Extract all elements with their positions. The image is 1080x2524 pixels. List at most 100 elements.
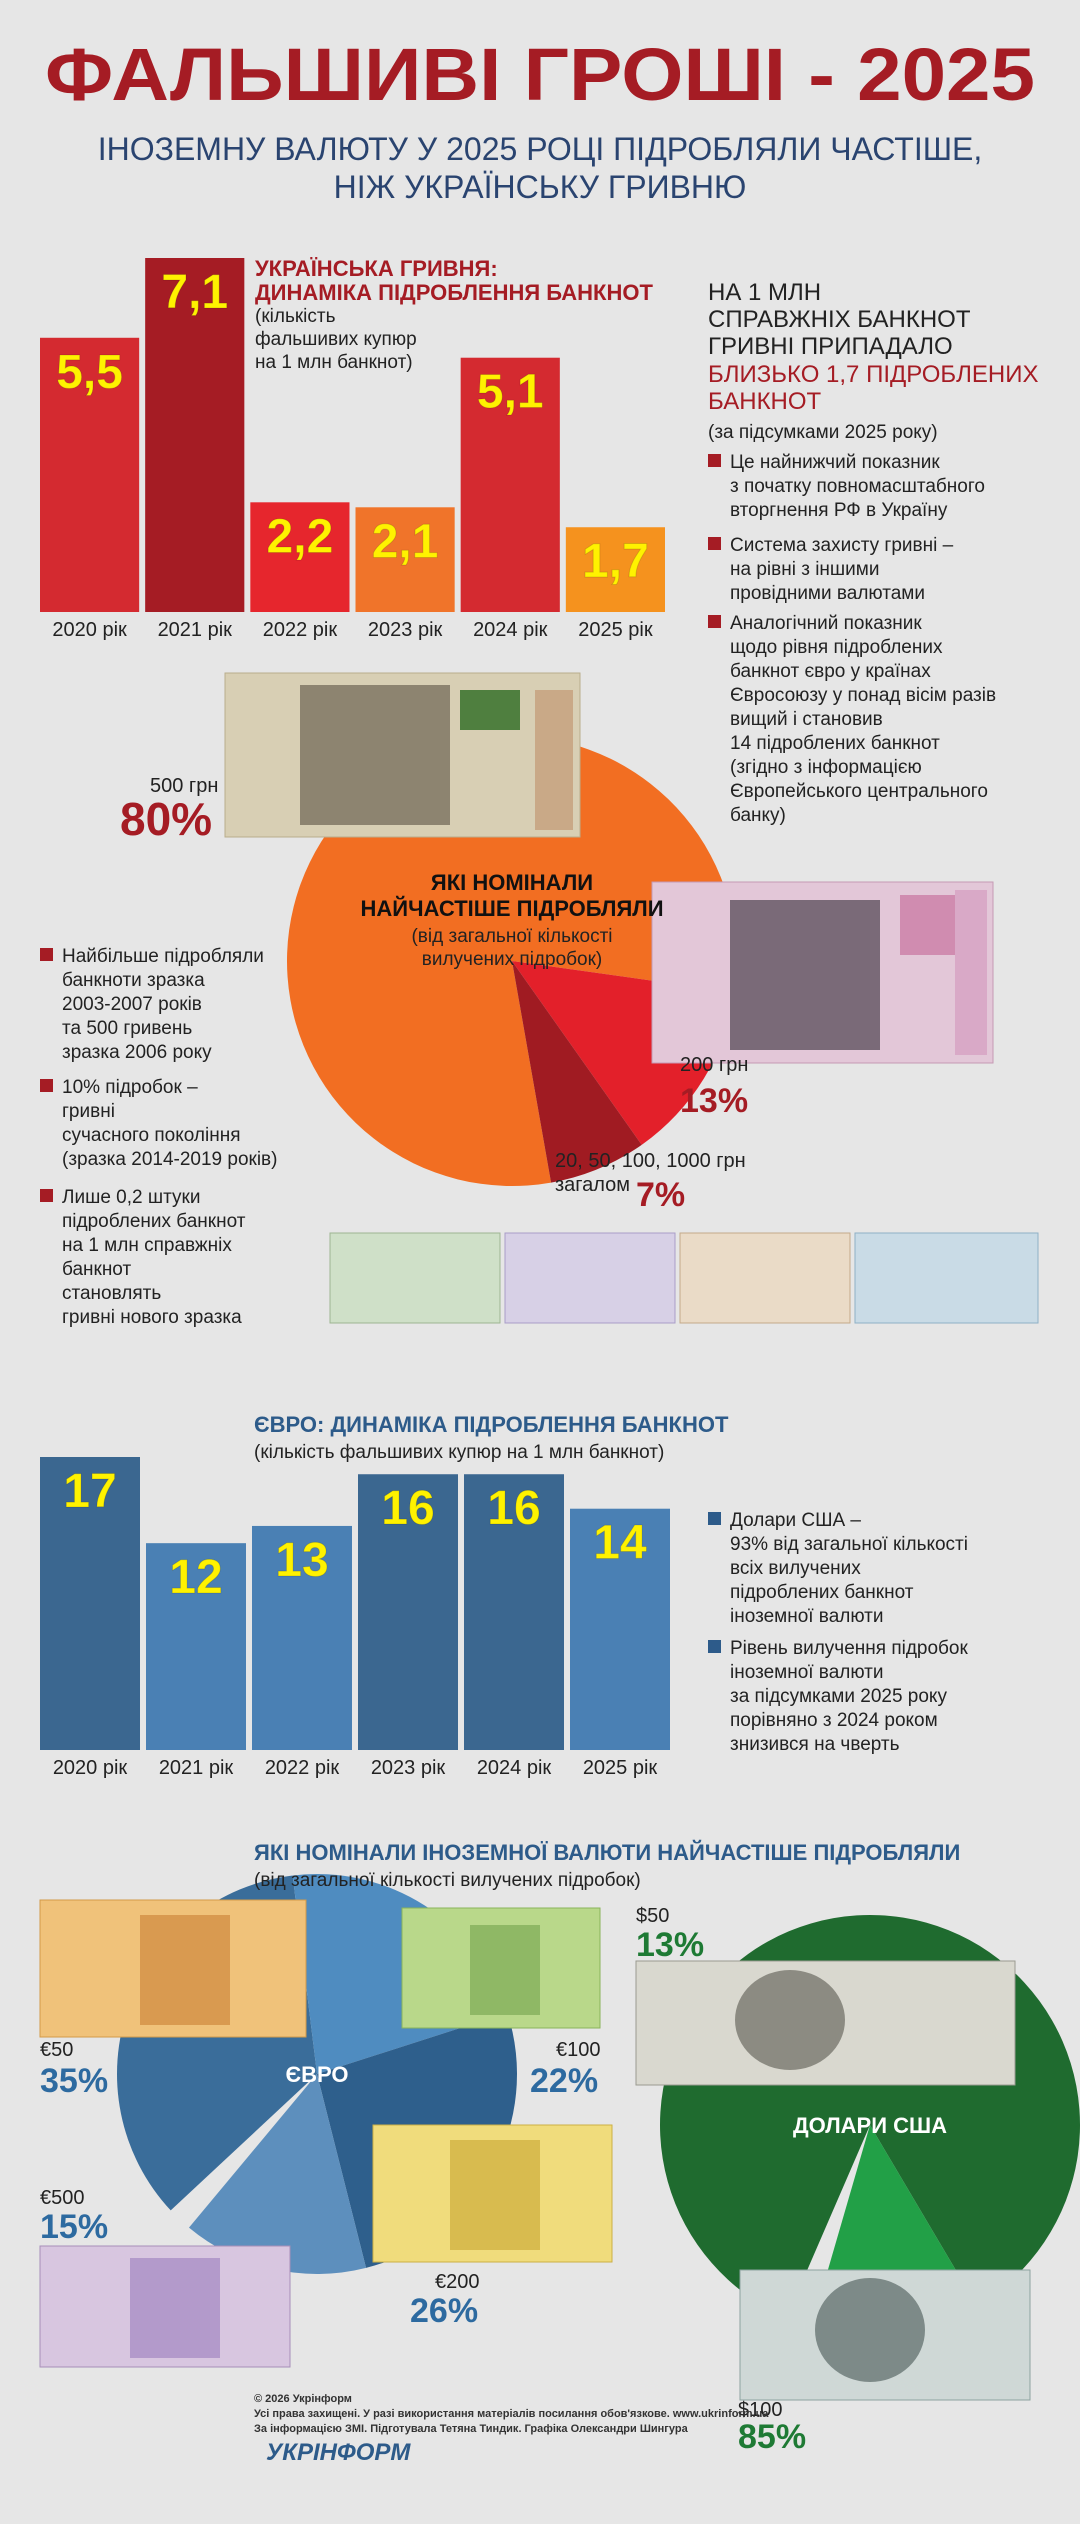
summary-text: НА 1 МЛН — [708, 279, 821, 306]
fact-text: банкнот євро у країнах — [730, 661, 931, 682]
fact-text: Долари США – — [730, 1510, 861, 1531]
slice-value-label: 35% — [40, 2062, 108, 2100]
footer-logo: УКРІНФОРМ — [266, 2439, 411, 2466]
x-tick-label: 2023 рік — [368, 619, 443, 641]
chart-title: УКРАЇНСЬКА ГРИВНЯ: — [255, 256, 498, 281]
banknotes-small — [329, 1232, 1039, 1324]
bar-value-label: 12 — [169, 1551, 222, 1604]
slice-label: $100 — [738, 2399, 783, 2421]
fact-text: Європейського центрального — [730, 781, 988, 802]
pie-center-label: ЄВРО — [285, 2062, 348, 2087]
slice-value-label: 85% — [738, 2418, 806, 2456]
slice-value-label: 22% — [530, 2062, 598, 2100]
x-tick-label: 2025 рік — [583, 1757, 658, 1779]
summary-text: СПРАВЖНІХ БАНКНОТ — [708, 306, 971, 333]
fact-text: вищий і становив — [730, 709, 883, 730]
banknote-200-eur — [372, 2124, 613, 2263]
x-tick-label: 2024 рік — [477, 1757, 552, 1779]
bar-value-label: 2,2 — [267, 510, 334, 563]
page-subtitle: НІЖ УКРАЇНСЬКУ ГРИВНЮ — [334, 169, 747, 205]
chart-title: ЯКІ НОМІНАЛИ — [431, 870, 593, 895]
bar-value-label: 17 — [63, 1465, 116, 1518]
x-tick-label: 2023 рік — [371, 1757, 446, 1779]
bullet-square — [40, 948, 53, 961]
fact-text: сучасного покоління — [62, 1125, 241, 1146]
slice-label: €50 — [40, 2039, 73, 2061]
slice-value-label: 7% — [636, 1176, 685, 1214]
slice-label: 200 грн — [680, 1054, 748, 1076]
fact-text: (згідно з інформацією — [730, 757, 922, 778]
summary-note: (за підсумками 2025 року) — [708, 422, 938, 443]
bullet-square — [708, 1640, 721, 1653]
pie-slice — [188, 2074, 367, 2275]
page-title: ФАЛЬШИВІ ГРОШІ - 2025 — [45, 33, 1035, 116]
x-tick-label: 2021 рік — [158, 619, 233, 641]
pie-center-label: ДОЛАРИ США — [793, 2113, 947, 2138]
pie-slice — [512, 961, 642, 1183]
bar-value-label: 7,1 — [161, 266, 228, 319]
bullet-square — [40, 1079, 53, 1092]
fact-text: щодо рівня підроблених — [730, 637, 943, 658]
fact-text: гривні — [62, 1101, 115, 1122]
fact-text: та 500 гривень — [62, 1018, 192, 1039]
bar — [460, 357, 560, 612]
banknote-200-uah — [651, 881, 994, 1064]
fact-text: Лише 0,2 штуки — [62, 1187, 200, 1208]
fact-text: банкнот — [62, 1259, 131, 1280]
pie-slice — [287, 736, 737, 1187]
chart-subtitle: (від загальної кількості вилучених підро… — [254, 1870, 641, 1891]
bar-value-label: 5,1 — [477, 366, 544, 419]
bullet-square — [708, 454, 721, 467]
fact-text: з початку повномасштабного — [730, 476, 985, 497]
slice-value-label: 80% — [120, 793, 212, 845]
x-tick-label: 2020 рік — [53, 1757, 128, 1779]
bullet-square — [40, 1189, 53, 1202]
banknote-50-eur — [39, 1899, 307, 2038]
fact-text: банку) — [730, 805, 786, 826]
footer-text: За інформацією ЗМІ. Підготувала Тетяна Т… — [254, 2423, 689, 2435]
slice-label: загалом — [555, 1174, 630, 1196]
bar-value-label: 14 — [593, 1517, 647, 1570]
chart-title: ЯКІ НОМІНАЛИ ІНОЗЕМНОЇ ВАЛЮТИ НАЙЧАСТІШЕ… — [254, 1840, 960, 1865]
footer-text: Усі права захищені. У разі використання … — [254, 2408, 769, 2420]
slice-label: 20, 50, 100, 1000 грн — [555, 1150, 746, 1172]
slice-label: 500 грн — [150, 775, 218, 797]
bar-value-label: 16 — [381, 1482, 434, 1535]
fact-text: Рівень вилучення підробок — [730, 1638, 969, 1659]
banknote-500-eur — [39, 2245, 291, 2368]
chart-title: НАЙЧАСТІШЕ ПІДРОБЛЯЛИ — [360, 896, 663, 921]
bar — [252, 1525, 352, 1750]
bar — [146, 1543, 246, 1750]
footer-text: © 2026 Укрінформ — [254, 2393, 352, 2405]
fact-text: 2003-2007 років — [62, 994, 202, 1015]
page-subtitle: ІНОЗЕМНУ ВАЛЮТУ У 2025 РОЦІ ПІДРОБЛЯЛИ Ч… — [98, 131, 983, 167]
slice-label: €100 — [556, 2039, 601, 2061]
fact-text: банкноти зразка — [62, 970, 205, 991]
slice-value-label: 13% — [680, 1082, 748, 1120]
chart-title: ЄВРО: ДИНАМІКА ПІДРОБЛЕННЯ БАНКНОТ — [254, 1412, 729, 1437]
fact-text: Найбільше підробляли — [62, 946, 264, 967]
x-tick-label: 2022 рік — [265, 1757, 340, 1779]
banknote-100-usd — [739, 2269, 1031, 2401]
fact-text: зразка 2006 року — [62, 1042, 212, 1063]
fact-text: підроблених банкнот — [62, 1211, 246, 1232]
banknote-100-eur — [401, 1907, 601, 2029]
fact-text: провідними валютами — [730, 583, 925, 604]
bar — [358, 1474, 458, 1750]
fact-text: за підсумками 2025 року — [730, 1686, 947, 1707]
fact-text: вторгнення РФ в Україну — [730, 500, 948, 521]
fact-text: Це найнижчий показник — [730, 452, 940, 473]
bullet-square — [708, 537, 721, 550]
slice-value-label: 15% — [40, 2208, 108, 2246]
fact-text: Аналогічний показник — [730, 613, 922, 634]
banknotes — [39, 672, 1039, 2401]
summary-text: ГРИВНІ ПРИПАДАЛО — [708, 333, 953, 360]
fact-text: іноземної валюти — [730, 1662, 884, 1683]
fact-text: підроблених банкнот — [730, 1582, 914, 1603]
bar-value-label: 16 — [487, 1482, 540, 1535]
fact-text: 10% підробок – — [62, 1077, 198, 1098]
slice-label: $50 — [636, 1905, 669, 1927]
x-tick-label: 2020 рік — [52, 619, 127, 641]
fact-text: порівняно з 2024 роком — [730, 1710, 938, 1731]
